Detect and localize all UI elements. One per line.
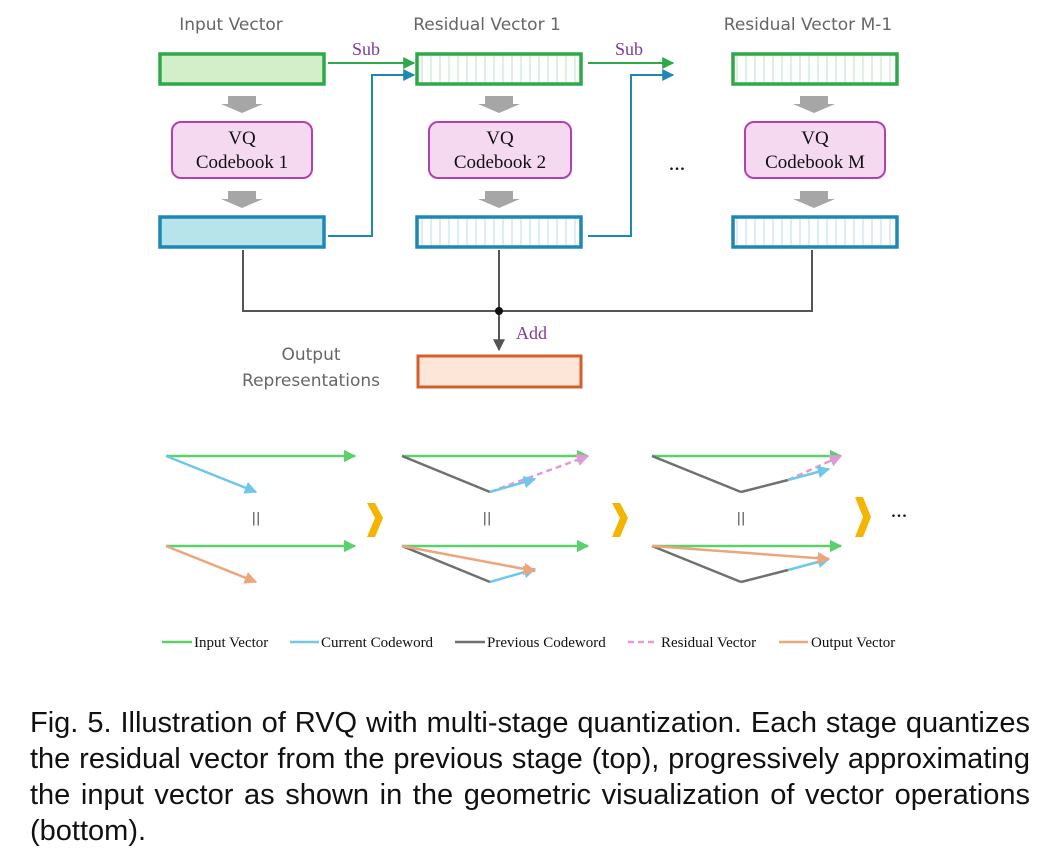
codeword-m-box bbox=[731, 215, 899, 249]
down-arrow-2a bbox=[478, 96, 520, 113]
codeword-1-feedback bbox=[328, 69, 416, 237]
codebook-1-label: Codebook 1 bbox=[196, 152, 288, 173]
previous-codeword-line bbox=[651, 544, 742, 584]
output-vector-arrow bbox=[401, 544, 537, 576]
current-codeword-arrow bbox=[787, 465, 831, 482]
col-label-input: Input Vector bbox=[179, 15, 283, 35]
codeword-2-box bbox=[415, 215, 583, 249]
legend-label-previous: Previous Codeword bbox=[487, 635, 606, 651]
previous-codeword-line bbox=[740, 568, 789, 584]
output-vector-arrow bbox=[165, 544, 258, 584]
codeword-1-box bbox=[158, 215, 326, 249]
previous-codeword-line bbox=[401, 454, 491, 494]
sub-label-1: Sub bbox=[352, 39, 380, 59]
col-label-residual-m1: Residual Vector M-1 bbox=[724, 15, 892, 35]
stage-transition-arrow-2 bbox=[612, 503, 628, 537]
down-arrow-3b bbox=[793, 191, 835, 208]
stage-ellipsis: ... bbox=[669, 150, 686, 175]
previous-codeword-line bbox=[401, 544, 491, 584]
legend-label-input: Input Vector bbox=[194, 635, 268, 651]
codebook-2-label: Codebook 2 bbox=[454, 152, 546, 173]
legend: Input Vector Current Codeword Previous C… bbox=[162, 635, 895, 651]
down-arrow-3a bbox=[793, 96, 835, 113]
previous-codeword-line bbox=[740, 478, 789, 494]
codebook-1 bbox=[171, 121, 313, 179]
add-label: Add bbox=[516, 323, 547, 343]
current-codeword-arrow bbox=[787, 555, 831, 572]
output-vector-arrow bbox=[651, 544, 831, 565]
equals-sign: || bbox=[252, 511, 261, 526]
geometry-stage-3: || bbox=[651, 449, 843, 584]
codebook-2 bbox=[428, 121, 572, 179]
figure-caption: Fig. 5. Illustration of RVQ with multi-s… bbox=[30, 707, 1030, 847]
geometry-ellipsis: ... bbox=[891, 497, 908, 522]
stage-transition-arrow-1 bbox=[367, 503, 383, 537]
codebook-m-title: VQ bbox=[801, 128, 829, 149]
geometry-stage-2: || bbox=[401, 449, 590, 584]
stage-transition-arrow-3 bbox=[855, 497, 871, 537]
col-label-residual-1: Residual Vector 1 bbox=[413, 15, 561, 35]
current-codeword-arrow bbox=[489, 476, 537, 494]
sub-label-2: Sub bbox=[615, 39, 643, 59]
current-codeword-arrow bbox=[165, 454, 258, 494]
output-representation-box bbox=[416, 354, 583, 389]
down-arrow-1b bbox=[221, 191, 263, 208]
rvq-diagram: Input Vector Residual Vector 1 Residual … bbox=[158, 15, 908, 651]
legend-label-residual: Residual Vector bbox=[661, 635, 756, 651]
output-label-line1: Output bbox=[281, 345, 340, 365]
previous-codeword-line bbox=[651, 454, 742, 494]
residual-vector-m1-box bbox=[731, 52, 899, 86]
legend-label-current: Current Codeword bbox=[321, 635, 434, 651]
residual-vector-arrow bbox=[489, 454, 590, 494]
down-arrow-2b bbox=[478, 191, 520, 208]
legend-label-output: Output Vector bbox=[811, 635, 895, 651]
codebook-1-title: VQ bbox=[228, 128, 256, 149]
residual-vector-1-box bbox=[415, 52, 583, 86]
codebook-m-label: Codebook M bbox=[765, 152, 865, 173]
codebook-2-title: VQ bbox=[486, 128, 514, 149]
equals-sign: || bbox=[737, 511, 746, 526]
geometry-stage-1: || bbox=[165, 449, 357, 584]
equals-sign: || bbox=[483, 511, 492, 526]
input-vector-box bbox=[158, 52, 326, 86]
residual-vector-arrow bbox=[787, 454, 843, 482]
codebook-m bbox=[744, 121, 886, 179]
output-label-line2: Representations bbox=[242, 371, 380, 391]
down-arrow-1a bbox=[221, 96, 263, 113]
add-merge-line bbox=[242, 250, 813, 312]
codeword-2-feedback bbox=[588, 69, 675, 237]
add-junction bbox=[495, 307, 503, 315]
